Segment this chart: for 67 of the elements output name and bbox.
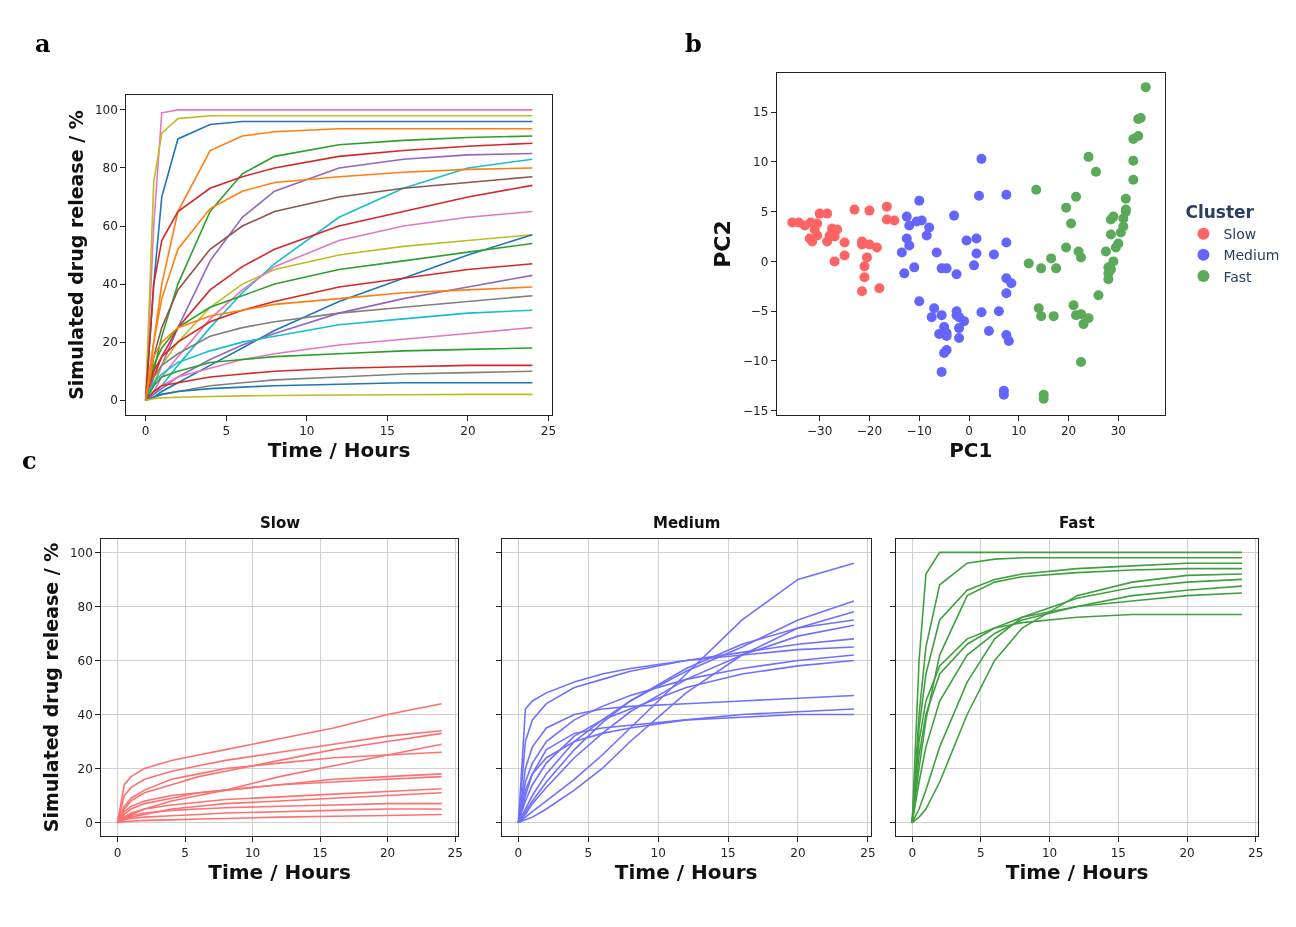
x-tick-label: 5 [222, 424, 231, 439]
y-axis-title: Simulated drug release / % [64, 110, 87, 400]
x-axis-title: Time / Hours [208, 859, 351, 884]
x-tick-label: 20 [790, 845, 806, 860]
y-tick-label: 10 [753, 155, 769, 170]
y-tick-label: 15 [753, 105, 769, 120]
x-tick-label: 20 [460, 424, 476, 439]
x-tick-label: 25 [1248, 845, 1264, 860]
y-tick-label: −15 [743, 403, 769, 418]
legend-label: Medium [1223, 247, 1280, 264]
x-tick-label: 0 [514, 845, 523, 860]
x-tick-label: −10 [906, 424, 932, 439]
x-tick-label: 15 [1110, 845, 1126, 860]
y-tick-label: 0 [85, 815, 93, 830]
text: a [35, 29, 51, 58]
y-tick-label: 0 [110, 393, 118, 408]
text: b [685, 29, 702, 58]
x-tick-label: 15 [720, 845, 736, 860]
y-tick-label: 100 [69, 545, 93, 560]
x-tick-label: 25 [447, 845, 463, 860]
y-tick-label: 60 [77, 653, 93, 668]
y-tick-label: 80 [77, 599, 93, 614]
x-tick-label: 10 [1011, 424, 1027, 439]
y-tick-label: 60 [102, 219, 118, 234]
x-tick-label: 20 [1060, 424, 1077, 439]
chart-title: Fast [1059, 514, 1095, 532]
x-axis-title: PC1 [949, 438, 993, 463]
legend-title: Cluster [1185, 202, 1255, 223]
y-tick-label: −10 [743, 354, 769, 369]
x-tick-label: 5 [977, 845, 985, 860]
text: c [22, 446, 37, 475]
y-tick-label: 20 [77, 761, 93, 776]
y-tick-label: 80 [102, 161, 118, 176]
x-tick-label: 5 [584, 845, 593, 860]
x-axis-title: Time / Hours [267, 438, 411, 463]
x-tick-label: 25 [540, 424, 557, 439]
legend-label: Slow [1223, 226, 1257, 243]
x-tick-label: 10 [299, 424, 315, 439]
x-tick-label: 0 [908, 845, 917, 860]
x-tick-label: 20 [379, 845, 396, 860]
y-axis-title: Simulated drug release / % [39, 542, 62, 833]
x-axis-title: Time / Hours [614, 859, 758, 884]
x-tick-label: −20 [856, 424, 883, 439]
x-tick-label: −30 [807, 424, 833, 439]
y-tick-label: 0 [760, 254, 769, 269]
x-tick-label: 15 [379, 424, 395, 439]
x-tick-label: 10 [650, 845, 666, 860]
x-tick-label: 25 [860, 845, 876, 860]
y-axis-title: PC2 [709, 220, 735, 268]
y-tick-label: −5 [750, 304, 769, 319]
y-tick-label: 5 [760, 204, 769, 219]
y-tick-label: 100 [94, 103, 118, 118]
x-tick-label: 15 [312, 845, 328, 860]
x-tick-label: 10 [1041, 845, 1058, 860]
legend-label: Fast [1223, 268, 1253, 285]
chart-title: Medium [653, 514, 721, 532]
y-tick-label: 20 [102, 335, 118, 350]
x-tick-label: 0 [965, 424, 973, 439]
x-tick-label: 20 [1179, 845, 1195, 860]
x-tick-label: 0 [141, 424, 150, 439]
x-tick-label: 5 [181, 845, 189, 860]
y-tick-label: 40 [77, 707, 93, 722]
y-tick-label: 40 [102, 277, 118, 292]
x-axis-title: Time / Hours [1005, 859, 1149, 884]
x-tick-label: 10 [244, 845, 261, 860]
x-tick-label: 30 [1110, 424, 1127, 439]
chart-title: Slow [260, 514, 301, 532]
